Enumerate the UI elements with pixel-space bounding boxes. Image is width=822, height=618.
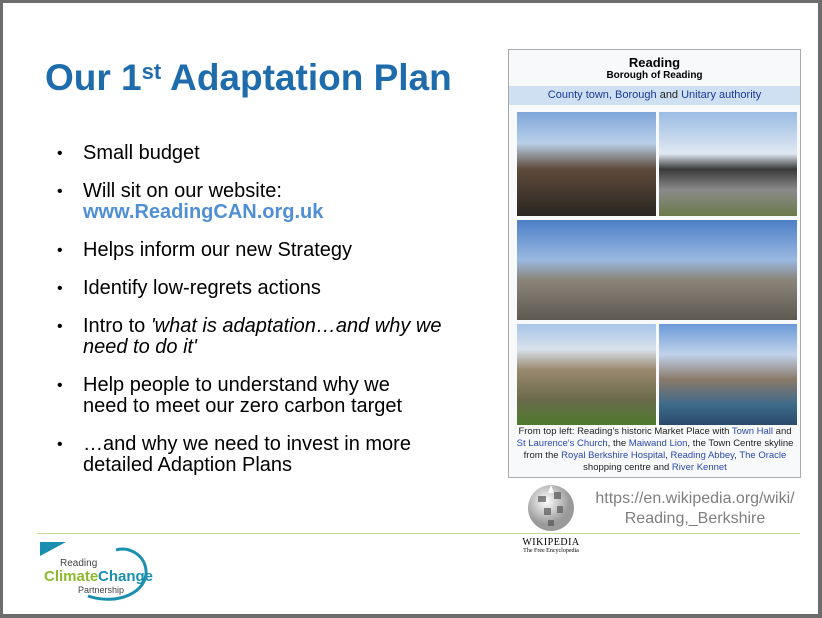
bullet-item: Helps inform our new Strategy bbox=[53, 240, 483, 262]
bullet-item: Identify low-regrets actions bbox=[53, 278, 483, 300]
photo-reading-abbey bbox=[517, 324, 656, 425]
bullet-item: Will sit on our website:www.ReadingCAN.o… bbox=[53, 181, 483, 223]
infobox-subtitle: Borough of Reading bbox=[606, 70, 703, 81]
photo-maiwand-lion bbox=[659, 112, 797, 216]
svg-text:Reading: Reading bbox=[60, 558, 97, 569]
bullet-item: …and why we need to invest in more detai… bbox=[53, 434, 473, 476]
bullet-item: Small budget bbox=[53, 143, 483, 165]
wikipedia-infobox: Reading Borough of Reading County town, B… bbox=[508, 49, 801, 478]
bullet-list: Small budget Will sit on our website:www… bbox=[53, 143, 483, 493]
infobox-caption: From top left: Reading's historic Market… bbox=[516, 426, 794, 473]
slide-title: Our 1st Adaptation Plan bbox=[45, 57, 452, 98]
svg-text:Climate: Climate bbox=[44, 568, 98, 585]
bullet-item: Intro to 'what is adaptation…and why we … bbox=[53, 316, 483, 358]
photo-market-place bbox=[517, 112, 656, 216]
bullet-item: Help people to understand why we need to… bbox=[53, 375, 433, 417]
infobox-title: Reading bbox=[628, 55, 681, 70]
wikipedia-logo: Wikipedia The Free Encyclopedia bbox=[512, 482, 590, 556]
photo-town-skyline bbox=[517, 220, 797, 320]
svg-text:Change: Change bbox=[98, 568, 153, 585]
source-url[interactable]: https://en.wikipedia.org/wiki/Reading,_B… bbox=[595, 490, 795, 527]
wikipedia-globe-icon bbox=[528, 485, 574, 531]
svg-text:Partnership: Partnership bbox=[78, 585, 124, 595]
website-link[interactable]: www.ReadingCAN.org.uk bbox=[83, 201, 324, 223]
infobox-type-band: County town, Borough and Unitary authori… bbox=[509, 86, 800, 105]
reading-climate-change-partnership-logo: Reading Climate Change Partnership bbox=[36, 538, 156, 606]
photo-the-oracle bbox=[659, 324, 797, 425]
divider bbox=[37, 533, 800, 534]
